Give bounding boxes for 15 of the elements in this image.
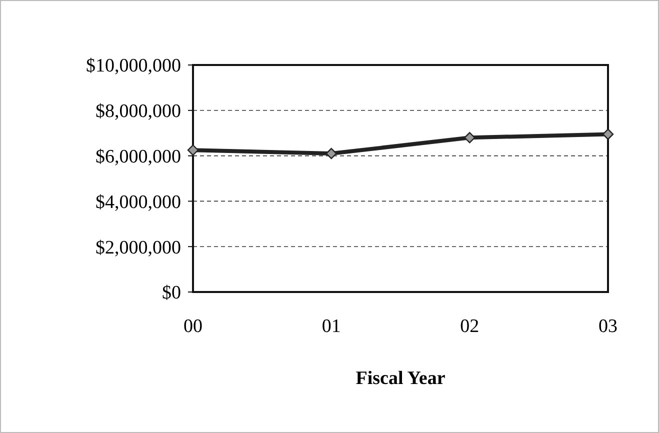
y-tick-label: $8,000,000 xyxy=(96,101,181,122)
point xyxy=(464,132,476,144)
x-tick-label: 02 xyxy=(460,316,480,337)
y-tick-label: $4,000,000 xyxy=(96,192,181,213)
y-tick-label: $0 xyxy=(162,282,181,304)
x-axis-title: Fiscal Year xyxy=(356,368,446,389)
point xyxy=(187,144,199,156)
y-tick-label: $6,000,000 xyxy=(96,146,181,168)
y-tick-label: $10,000,000 xyxy=(86,56,181,77)
y-tick-label: $2,000,000 xyxy=(96,237,181,258)
point xyxy=(602,128,614,140)
x-tick-label: 01 xyxy=(322,316,341,337)
point xyxy=(326,148,337,160)
x-tick-label: 03 xyxy=(598,316,618,337)
x-tick-label: 00 xyxy=(184,316,202,337)
